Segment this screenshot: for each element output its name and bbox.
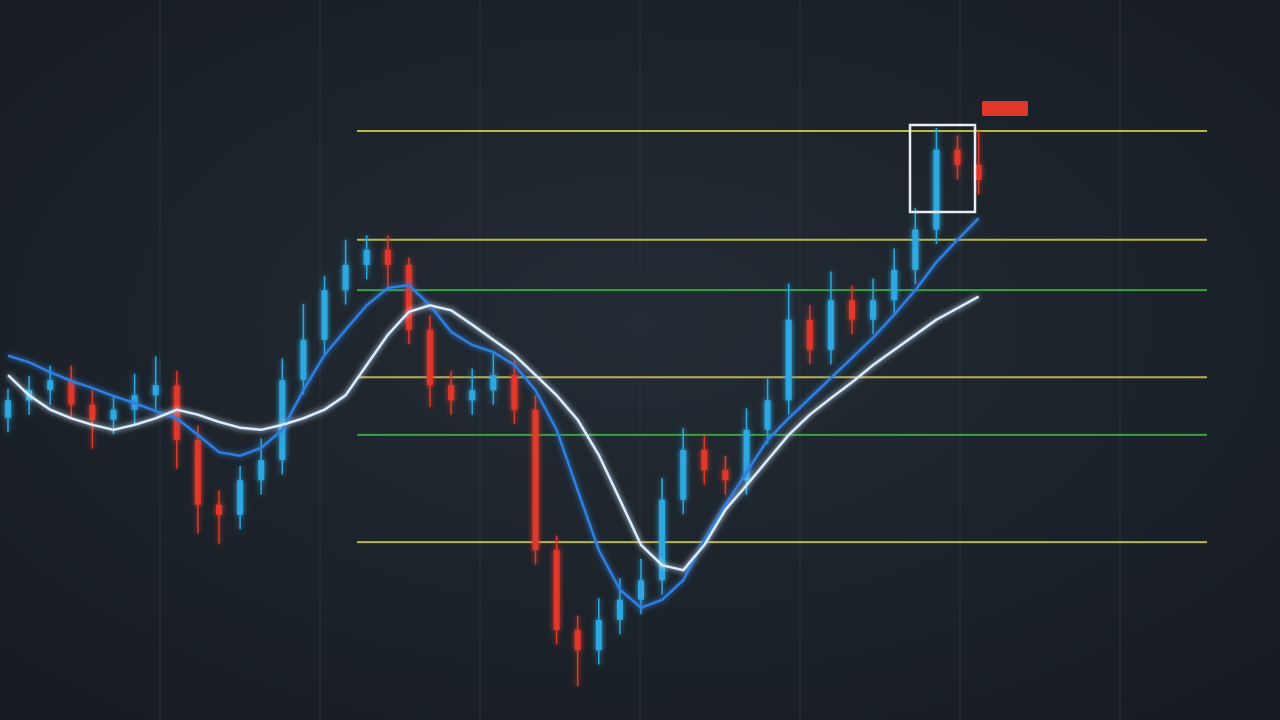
candle-body [110,409,117,420]
candle-body [300,339,307,381]
candle-body [173,385,180,440]
candle-body [806,319,813,350]
background-grid [159,0,1121,720]
candle-body [405,264,412,330]
candle-body [616,599,623,620]
candle-body [448,385,455,401]
candle-body [743,429,750,481]
candle-body [5,400,11,418]
candle-body [511,375,518,410]
candle-body [553,550,560,630]
candle-body [638,580,644,600]
candles [5,128,982,687]
candle-body [532,409,539,551]
candle-body [849,300,855,320]
candle-body [722,470,729,481]
moving-average [7,217,980,609]
candle-body [279,380,286,461]
candle-body [701,450,708,471]
candle-body [321,290,328,340]
highlight-box [908,123,977,214]
candle-body [490,375,497,391]
candle-body [384,249,391,265]
candle-body [574,630,581,651]
candle-body [89,404,96,420]
candle-body [68,380,75,405]
candle-body [764,400,771,430]
candle-body [194,439,201,505]
candle-body [785,319,792,401]
candle-body [870,300,877,320]
candle-body [342,264,349,291]
candle-body [152,385,159,396]
candle-body [47,380,54,391]
candle-body [237,480,244,515]
candle-body [258,460,265,481]
moving-average [7,295,980,572]
price-tag [982,101,1028,116]
candle-body [216,504,222,515]
moving-averages [7,217,980,609]
candle-body [680,450,687,500]
candle-body [912,229,919,270]
candle-body [595,619,602,651]
candle-body [469,390,476,401]
candle-body [891,270,898,301]
candle-body [975,164,982,180]
levels [357,130,1207,544]
candle-body [933,149,940,230]
candle-body [827,300,834,350]
candle-body [954,149,961,165]
candle-body [659,499,666,581]
candle-body [363,249,370,265]
candle-body [427,329,433,386]
